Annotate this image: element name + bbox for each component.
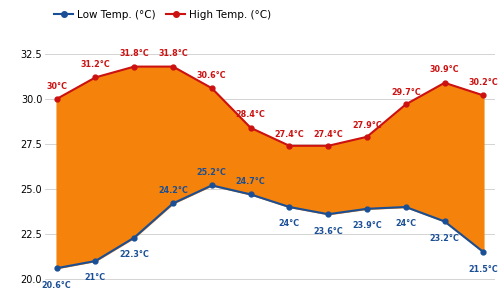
Low Temp. (°C) — [248, 193, 254, 196]
Text: 21°C: 21°C — [85, 274, 106, 283]
Text: 28.4°C: 28.4°C — [236, 110, 266, 119]
Text: 22.3°C: 22.3°C — [120, 250, 149, 259]
Text: 31.8°C: 31.8°C — [120, 49, 149, 58]
High Temp. (°C) — [170, 65, 176, 68]
Text: 30.9°C: 30.9°C — [430, 65, 460, 74]
Text: 30.2°C: 30.2°C — [468, 78, 498, 87]
Text: 30.6°C: 30.6°C — [197, 71, 226, 80]
Text: 27.9°C: 27.9°C — [352, 121, 382, 130]
Line: High Temp. (°C): High Temp. (°C) — [54, 64, 486, 148]
Text: 21.5°C: 21.5°C — [468, 265, 498, 274]
Low Temp. (°C) — [364, 207, 370, 211]
Text: 24°C: 24°C — [279, 220, 300, 229]
High Temp. (°C) — [209, 86, 215, 90]
Text: 23.2°C: 23.2°C — [430, 234, 460, 243]
High Temp. (°C) — [92, 76, 98, 79]
Low Temp. (°C) — [54, 266, 60, 270]
Text: 27.4°C: 27.4°C — [314, 130, 343, 139]
Text: 24.2°C: 24.2°C — [158, 186, 188, 195]
Low Temp. (°C) — [480, 250, 486, 254]
Low Temp. (°C) — [442, 220, 448, 223]
High Temp. (°C) — [131, 65, 137, 68]
Text: 23.6°C: 23.6°C — [314, 227, 343, 236]
Low Temp. (°C) — [170, 202, 176, 205]
Text: 29.7°C: 29.7°C — [391, 88, 420, 98]
Text: 27.4°C: 27.4°C — [274, 130, 304, 139]
Legend: Low Temp. (°C), High Temp. (°C): Low Temp. (°C), High Temp. (°C) — [50, 6, 276, 24]
Low Temp. (°C) — [403, 205, 409, 209]
Low Temp. (°C) — [92, 259, 98, 263]
Low Temp. (°C) — [209, 184, 215, 187]
High Temp. (°C) — [480, 94, 486, 97]
Low Temp. (°C) — [325, 212, 331, 216]
Text: 31.8°C: 31.8°C — [158, 49, 188, 58]
Text: 23.9°C: 23.9°C — [352, 221, 382, 230]
Text: 31.2°C: 31.2°C — [80, 60, 110, 69]
Low Temp. (°C) — [286, 205, 292, 209]
High Temp. (°C) — [403, 103, 409, 106]
Text: 25.2°C: 25.2°C — [197, 168, 226, 177]
Line: Low Temp. (°C): Low Temp. (°C) — [54, 183, 486, 271]
Text: 24.7°C: 24.7°C — [236, 177, 266, 186]
High Temp. (°C) — [364, 135, 370, 139]
High Temp. (°C) — [286, 144, 292, 148]
High Temp. (°C) — [325, 144, 331, 148]
Low Temp. (°C) — [131, 236, 137, 239]
Text: 30°C: 30°C — [46, 82, 67, 91]
Text: 24°C: 24°C — [395, 220, 416, 229]
High Temp. (°C) — [54, 97, 60, 101]
Text: 20.6°C: 20.6°C — [42, 281, 72, 290]
High Temp. (°C) — [248, 126, 254, 130]
High Temp. (°C) — [442, 81, 448, 85]
